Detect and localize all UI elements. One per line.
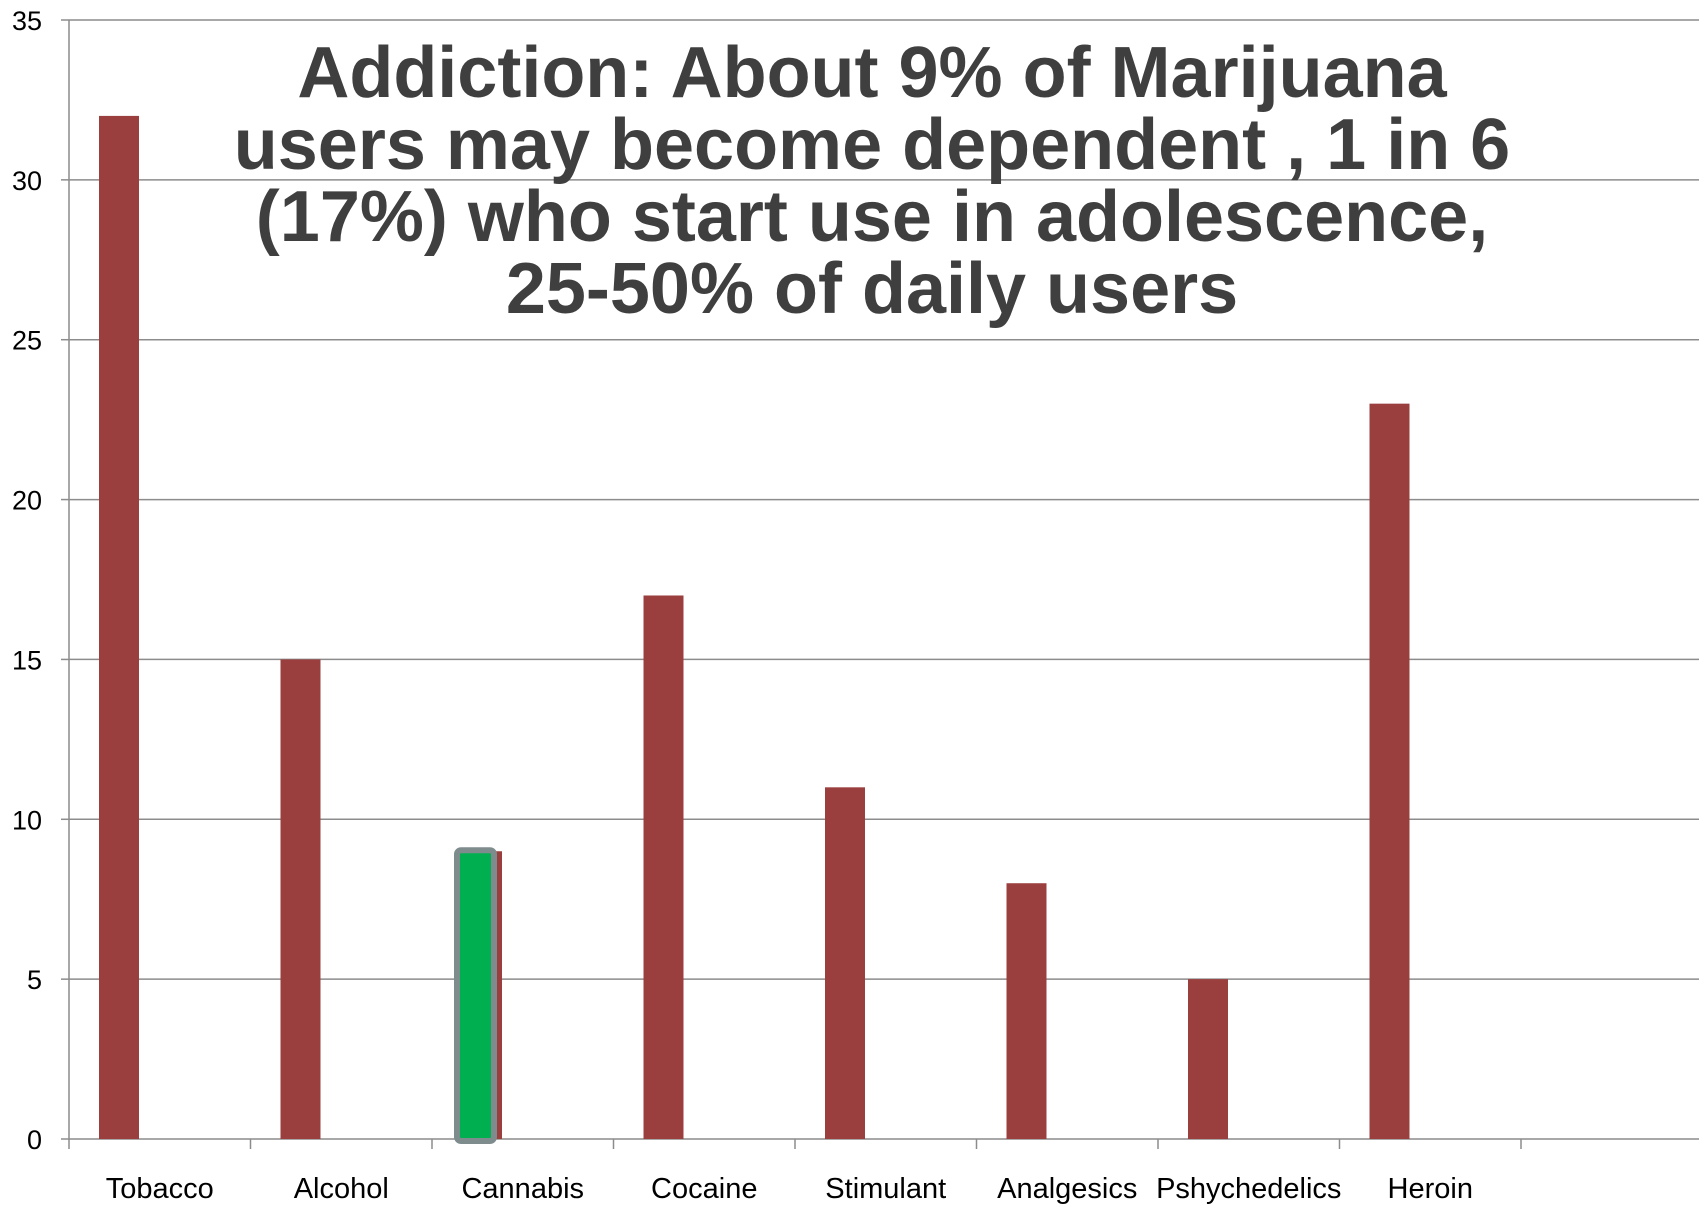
y-tick-label: 0 [27,1125,42,1155]
y-tick-label: 20 [12,486,42,516]
y-tick-label: 35 [12,6,42,36]
chart-title-line: 25-50% of daily users [506,249,1238,329]
x-category-label: Heroin [1388,1173,1473,1205]
bars [99,115,1410,1144]
x-category-label: Cocaine [651,1173,757,1205]
chart-title: Addiction: About 9% of Marijuana users ma… [234,33,1510,329]
chart-title-line: (17%) who start use in adolescence, [256,177,1488,257]
y-tick-label: 5 [27,965,42,995]
x-category-label: Tobacco [106,1173,214,1205]
bar-analgesics [1006,883,1047,1139]
labels: 0 5 10 15 20 25 30 35 Tobacco Alcohol Cannabis Coca… [12,6,1473,1205]
grid-lines [69,19,1699,980]
chart-title-line: users may become dependent , 1 in 6 [234,105,1510,185]
bar-stimulant [825,787,865,1139]
x-category-label: Cannabis [461,1173,584,1205]
bar-pshychedelics [1188,979,1228,1139]
bar-heroin [1369,403,1410,1140]
bar-alcohol [280,659,321,1139]
y-tick-label: 10 [12,805,42,835]
x-category-label: Stimulant [825,1173,946,1205]
y-tick-label: 15 [12,645,42,675]
x-category-label: Analgesics [997,1173,1137,1205]
axes [61,19,1699,1149]
x-category-label: Alcohol [294,1173,389,1205]
y-tick-label: 25 [12,326,42,356]
y-tick-label: 30 [12,166,42,196]
bar-tobacco [99,115,139,1139]
bar-cocaine [643,595,684,1139]
bar-highlight-cannabis [454,847,497,1144]
chart-title-line: Addiction: About 9% of Marijuana [297,33,1447,113]
x-category-label: Pshychedelics [1156,1173,1341,1205]
